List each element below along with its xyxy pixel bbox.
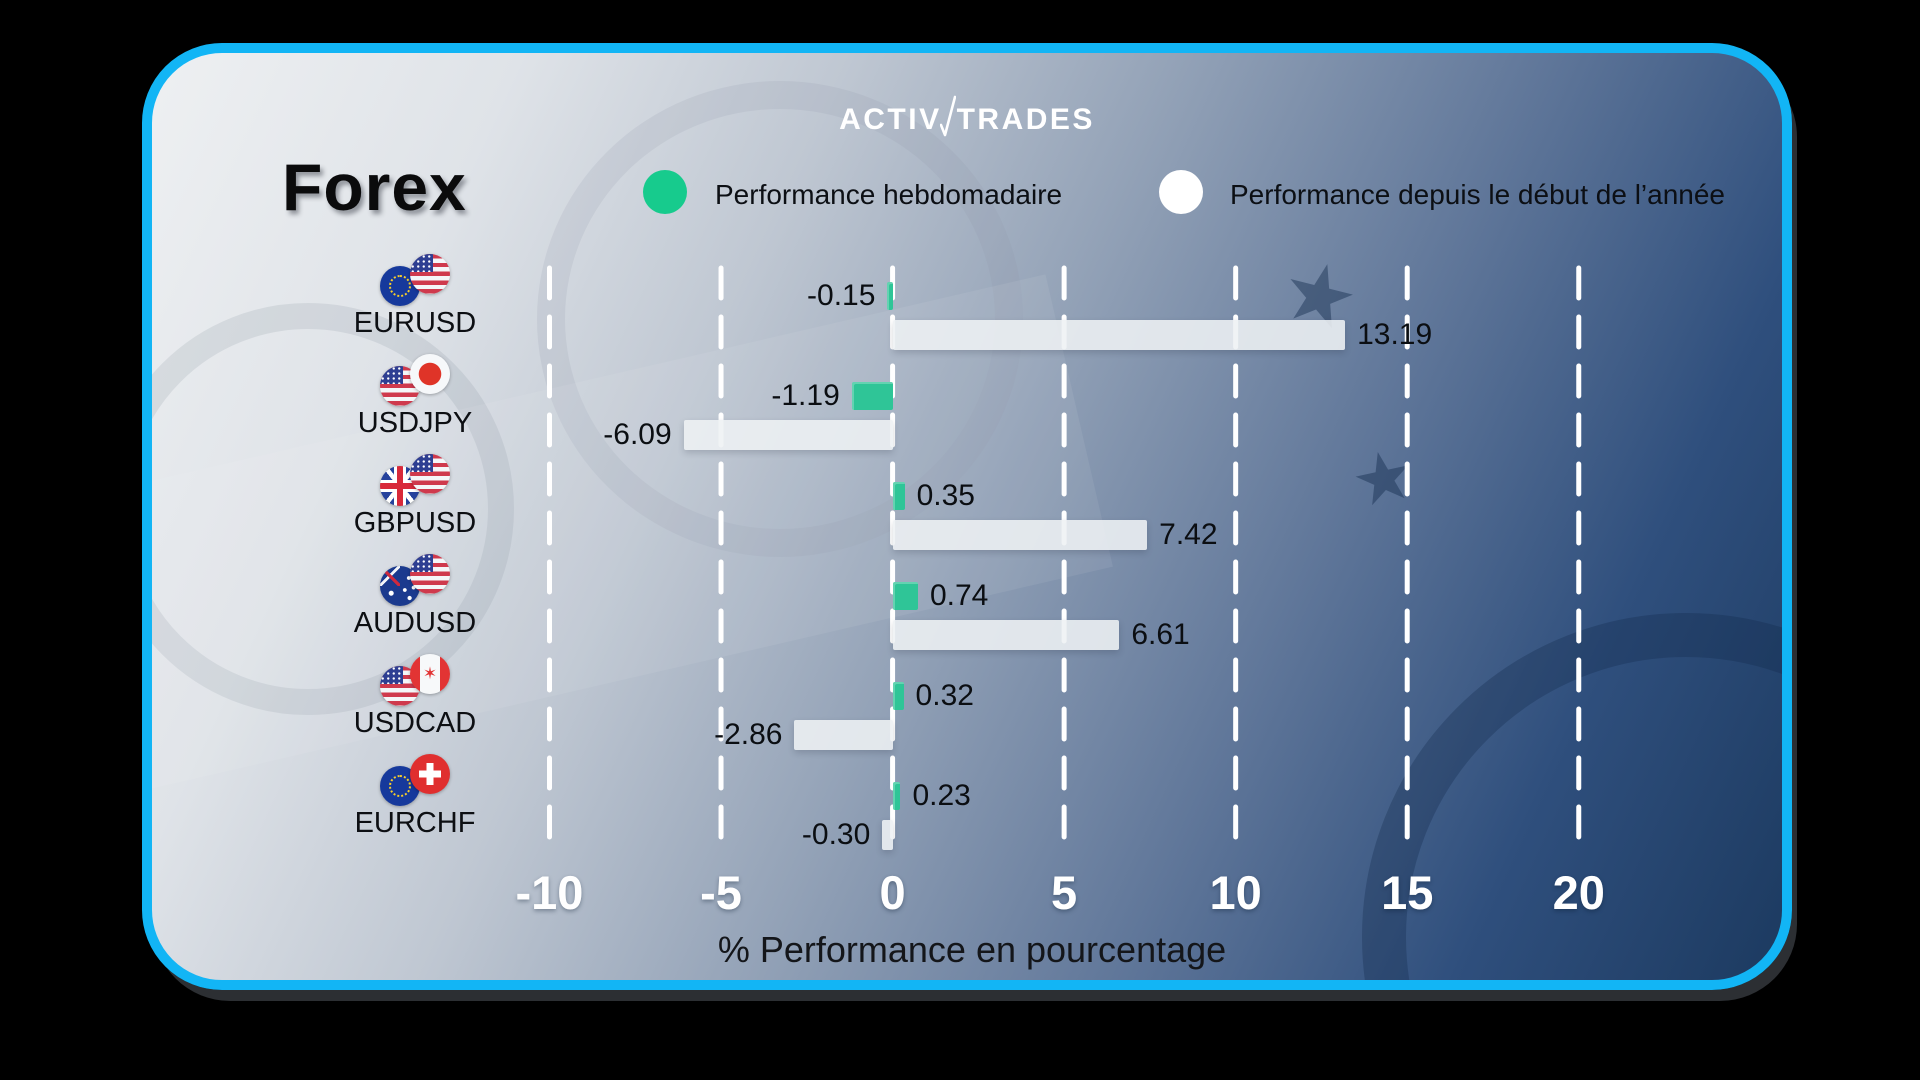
currency-pair-gbpusd: GBPUSD: [340, 454, 490, 540]
infographic-card: ★ ★ Activ Trades Forex Performance hebdom…: [142, 43, 1792, 990]
ytd-bar-usdjpy: [683, 420, 893, 450]
x-tick: 0: [879, 866, 906, 919]
currency-pair-audusd: AUDUSD: [340, 554, 490, 640]
value-label-eurchf: 0.23: [912, 779, 971, 812]
chart-gridlines: [450, 262, 1740, 862]
weekly-bar-eurchf: [892, 782, 901, 810]
currency-pair-list: EURUSD USDJPY GBPUSD AUDUSD USDCAD EURCHF: [340, 254, 490, 874]
weekly-bar-eurusd: [887, 282, 893, 310]
value-label-usdcad: -2.86: [714, 718, 783, 751]
value-label-usdjpy: -6.09: [603, 418, 672, 451]
pair-label: GBPUSD: [353, 507, 477, 539]
value-label-gbpusd: 7.42: [1159, 518, 1218, 551]
ytd-bar-eurchf: [882, 820, 893, 850]
x-tick: 15: [1381, 866, 1434, 919]
currency-pair-usdjpy: USDJPY: [340, 354, 490, 440]
weekly-bar-usdcad: [892, 682, 904, 710]
currency-pair-usdcad: USDCAD: [340, 654, 490, 740]
currency-pair-eurusd: EURUSD: [340, 254, 490, 340]
weekly-bar-audusd: [892, 582, 918, 610]
pair-label: USDJPY: [357, 407, 473, 439]
weekly-bar-usdjpy: [851, 382, 893, 410]
logo-text-activ: Activ: [839, 103, 942, 136]
value-label-usdcad: 0.32: [915, 679, 974, 712]
flag-pair: [380, 654, 450, 706]
logo-text-trades: Trades: [956, 103, 1095, 136]
weekly-bar-gbpusd: [892, 482, 905, 510]
activtrades-logo: Activ Trades: [152, 95, 1782, 145]
flag-ca-icon: [410, 654, 450, 694]
flag-pair: [380, 554, 450, 606]
chart-bars: -0.15 13.19 -1.19 -6.09 0.35 7.42 0.74 6.61 0.32…: [450, 272, 1740, 872]
value-label-eurusd: 13.19: [1357, 318, 1433, 351]
flag-ch-icon: [410, 754, 450, 794]
flag-pair: [380, 354, 450, 406]
value-label-usdjpy: -1.19: [771, 379, 840, 412]
value-label-audusd: 6.61: [1131, 618, 1190, 651]
x-tick: 10: [1209, 866, 1262, 919]
value-label-audusd: 0.74: [929, 579, 989, 612]
logo-slash-icon: [939, 95, 956, 139]
legend-weekly-label: Performance hebdomadaire: [715, 179, 1063, 210]
ytd-bar-usdcad: [794, 720, 893, 750]
x-tick: -5: [700, 866, 742, 919]
x-tick: 5: [1051, 866, 1078, 919]
pair-label: EURUSD: [353, 307, 477, 339]
page-title: Forex: [282, 150, 467, 224]
legend-weekly-dot: [643, 170, 687, 214]
pair-label: USDCAD: [353, 707, 477, 739]
x-tick: 20: [1552, 866, 1605, 919]
legend-ytd-dot: [1159, 170, 1203, 214]
ytd-bar-audusd: [892, 620, 1120, 650]
x-axis-label: % Performance en pourcentage: [717, 929, 1227, 970]
flag-us-icon: [410, 254, 450, 294]
currency-pair-eurchf: EURCHF: [340, 754, 490, 840]
flag-jp-icon: [410, 354, 450, 394]
flag-pair: [380, 754, 450, 806]
ytd-bar-eurusd: [892, 320, 1346, 350]
ytd-bar-gbpusd: [892, 520, 1148, 550]
pair-label: EURCHF: [354, 807, 476, 839]
flag-pair: [380, 454, 450, 506]
x-axis-ticks: -10 -5 0 5 10 15 20: [450, 865, 1740, 925]
flag-pair: [380, 254, 450, 306]
x-tick: -10: [515, 866, 584, 919]
flag-us-icon: [410, 454, 450, 494]
value-label-eurusd: -0.15: [807, 279, 876, 312]
pair-label: AUDUSD: [353, 607, 477, 639]
flag-us-icon: [410, 554, 450, 594]
legend-ytd-label: Performance depuis le début de l’année: [1230, 179, 1726, 210]
value-label-eurchf: -0.30: [801, 818, 871, 851]
value-label-gbpusd: 0.35: [916, 479, 975, 512]
